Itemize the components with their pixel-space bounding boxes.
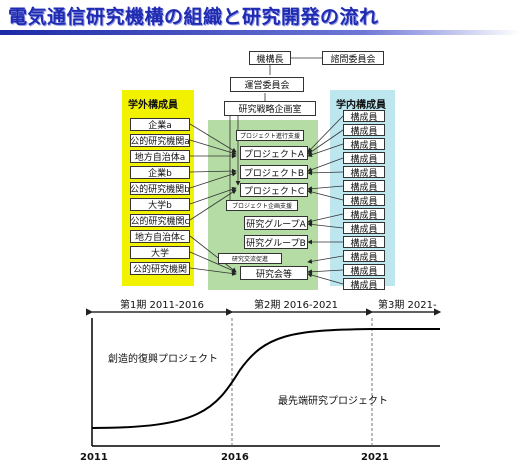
year-2021: 2021 (361, 452, 389, 463)
year-2011: 2011 (80, 452, 108, 463)
advisory-committee-box: 諮問委員会 (322, 51, 384, 65)
project-planning-support-box: プロジェクト企画支援 (226, 200, 298, 211)
title-underline (0, 30, 520, 35)
research-society-box: 研究会等 (240, 266, 308, 280)
external-member-box: 大学 (130, 246, 190, 259)
internal-member-box: 構成員 (343, 138, 385, 150)
internal-member-box: 構成員 (343, 278, 385, 290)
internal-member-box: 構成員 (343, 124, 385, 136)
director-box: 機構長 (249, 51, 291, 65)
external-member-box: 公的研究機関 (130, 262, 190, 275)
external-member-box: 企業b (130, 166, 190, 179)
internal-member-box: 構成員 (343, 250, 385, 262)
internal-member-box: 構成員 (343, 236, 385, 248)
external-member-box: 公的研究機関b (130, 182, 190, 195)
external-members-label: 学外構成員 (128, 100, 178, 111)
internal-members-label: 学内構成員 (336, 100, 386, 111)
internal-member-box: 構成員 (343, 222, 385, 234)
internal-member-box: 構成員 (343, 180, 385, 192)
external-member-box: 大学b (130, 198, 190, 211)
project-b-box: プロジェクトB (240, 165, 308, 179)
reconstruction-project-label: 創造的復興プロジェクト (108, 354, 218, 365)
external-member-box: 企業a (130, 118, 190, 131)
steering-committee-box: 運営委員会 (230, 77, 304, 92)
strategy-office-box: 研究戦略企画室 (224, 101, 316, 116)
phase2-label: 第2期 2016-2021 (254, 300, 339, 311)
page-title: 電気通信研究機構の組織と研究開発の流れ (8, 6, 379, 28)
external-member-box: 地方自治体a (130, 150, 190, 163)
external-member-box: 地方自治体c (130, 230, 190, 243)
project-promotion-support-box: プロジェクト進行支援 (236, 130, 304, 141)
phase1-label: 第1期 2011-2016 (120, 300, 205, 311)
internal-member-box: 構成員 (343, 208, 385, 220)
internal-member-box: 構成員 (343, 166, 385, 178)
advanced-research-project-label: 最先端研究プロジェクト (278, 396, 388, 407)
phase3-label: 第3期 2021- (378, 300, 437, 311)
external-member-box: 公的研究機関c (130, 214, 190, 227)
project-a-box: プロジェクトA (240, 146, 308, 160)
internal-member-box: 構成員 (343, 194, 385, 206)
external-member-box: 公的研究機関a (130, 134, 190, 147)
internal-member-box: 構成員 (343, 264, 385, 276)
research-exchange-box: 研究交流促進 (218, 253, 282, 264)
research-group-b-box: 研究グループB (244, 235, 308, 249)
internal-member-box: 構成員 (343, 152, 385, 164)
research-group-a-box: 研究グループA (244, 216, 308, 230)
year-2016: 2016 (221, 452, 249, 463)
project-c-box: プロジェクトC (240, 183, 308, 197)
internal-member-box: 構成員 (343, 110, 385, 122)
